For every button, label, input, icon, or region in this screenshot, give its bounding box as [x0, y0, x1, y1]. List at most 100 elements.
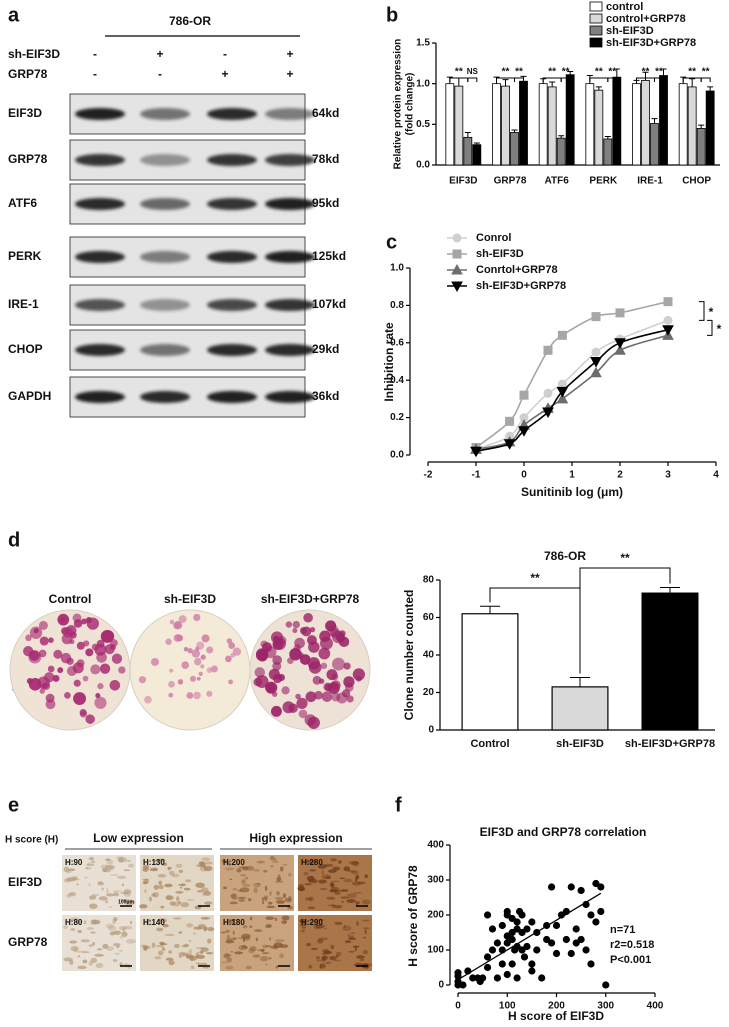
ihc-texture [249, 916, 253, 921]
blot-band [207, 344, 257, 356]
x-tick-label: sh-EIF3D+GRP78 [625, 738, 715, 750]
blot-band [265, 198, 315, 210]
ihc-texture [261, 897, 266, 900]
x-tick-label: 2 [617, 470, 623, 481]
ihc-texture [308, 878, 318, 884]
significance-label: ** [655, 67, 663, 78]
ihc-texture [112, 890, 123, 892]
ihc-texture [142, 878, 150, 881]
ihc-texture [265, 963, 268, 966]
regression-line [457, 892, 602, 981]
ihc-texture [340, 896, 349, 899]
ihc-texture [273, 858, 277, 861]
colony [352, 668, 365, 681]
ihc-texture [355, 876, 358, 882]
ihc-texture [168, 960, 175, 966]
ihc-texture [252, 954, 261, 958]
significance-label: ** [515, 67, 523, 78]
ihc-texture [298, 884, 305, 887]
bar [659, 75, 668, 166]
ihc-texture [221, 961, 229, 964]
colony [305, 691, 317, 703]
x-tick-label: Control [470, 738, 509, 750]
colony [195, 646, 200, 651]
ihc-texture [168, 950, 173, 954]
ihc-texture [77, 955, 81, 958]
colony [253, 677, 263, 687]
significance-bracket [467, 77, 478, 82]
colony [85, 648, 94, 657]
point [523, 942, 531, 951]
blot-band [140, 154, 190, 166]
point [567, 883, 575, 891]
row-label: EIF3D [8, 875, 42, 889]
blot-band [140, 299, 190, 311]
ihc-texture [109, 867, 113, 869]
ihc-texture [63, 925, 69, 929]
y-tick-label: 0.5 [416, 119, 430, 130]
ihc-texture [160, 905, 165, 909]
error-bar [698, 124, 705, 129]
ihc-texture [225, 954, 232, 957]
ihc-texture [306, 942, 311, 947]
ihc-texture [185, 879, 192, 883]
ihc-texture [334, 892, 341, 895]
ihc-texture [100, 864, 110, 870]
ihc-texture [90, 957, 98, 964]
ihc-texture [238, 866, 247, 869]
scale-bar-label: 100μm [118, 899, 134, 905]
y-axis-label: H score of GRP78 [406, 865, 420, 967]
ihc-texture [357, 901, 360, 905]
marker [543, 345, 553, 355]
x-tick-label: 200 [548, 1001, 565, 1012]
ihc-texture [123, 899, 131, 903]
ihc-texture [71, 862, 77, 865]
colony [331, 692, 341, 702]
ihc-texture [120, 892, 129, 895]
stat-label: P<0.001 [610, 954, 651, 966]
ihc-texture [76, 883, 80, 886]
x-tick-label: CHOP [682, 176, 711, 187]
colony [308, 661, 322, 674]
colony [94, 696, 107, 709]
colony [82, 675, 89, 682]
colony [66, 657, 74, 665]
colony [225, 655, 232, 663]
ihc-texture [70, 928, 76, 931]
significance-bracket [707, 319, 713, 336]
marker [662, 325, 674, 336]
point [528, 967, 536, 975]
error-bar [613, 68, 620, 78]
ihc-texture [343, 924, 347, 929]
y-tick-label: 100 [427, 945, 444, 956]
colony [200, 664, 205, 669]
colony [198, 671, 203, 676]
ihc-texture [277, 874, 281, 878]
ihc-texture [342, 925, 352, 932]
colony [61, 633, 73, 645]
ihc-texture [275, 896, 284, 900]
ihc-texture [108, 906, 113, 908]
ihc-texture [230, 893, 237, 899]
ihc-texture [336, 889, 345, 892]
marker [591, 312, 601, 322]
ihc-texture [95, 962, 104, 969]
ihc-texture [162, 947, 166, 952]
ihc-texture [221, 858, 227, 864]
colony [189, 675, 197, 682]
colony [169, 668, 174, 673]
ihc-texture [119, 936, 124, 939]
colony [211, 665, 218, 673]
ihc-texture [88, 895, 97, 900]
ihc-texture [234, 951, 244, 955]
significance-label: ** [702, 67, 710, 78]
marker [518, 426, 530, 437]
marker [543, 388, 553, 398]
bar [519, 80, 528, 166]
colony [194, 657, 202, 666]
blot-band [75, 154, 125, 166]
ihc-texture [66, 877, 77, 882]
ihc-texture [158, 918, 167, 923]
bar [696, 127, 706, 166]
